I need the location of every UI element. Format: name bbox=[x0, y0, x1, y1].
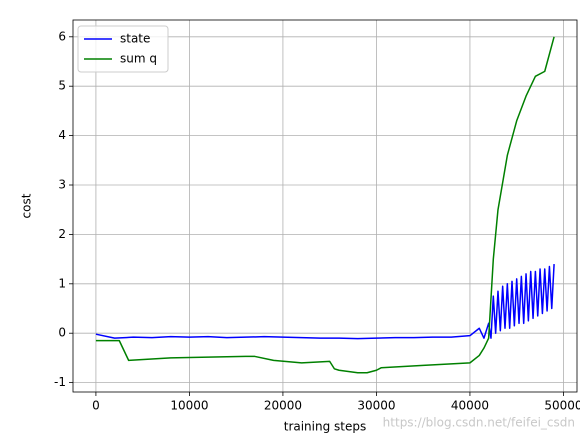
y-axis-label: cost bbox=[20, 193, 34, 218]
y-tick-label: 3 bbox=[58, 178, 66, 192]
watermark: https://blog.csdn.net/feifei_csdn bbox=[383, 416, 575, 430]
y-tick-label: 5 bbox=[58, 79, 66, 93]
x-tick-label: 50000 bbox=[544, 399, 580, 413]
legend-label: sum q bbox=[120, 52, 157, 66]
y-tick-label: 1 bbox=[58, 276, 66, 290]
y-tick-label: 6 bbox=[58, 29, 66, 43]
line-series bbox=[95, 36, 555, 374]
x-tick-label: 20000 bbox=[264, 399, 302, 413]
y-tick-label: 2 bbox=[58, 227, 66, 241]
x-tick-label: 40000 bbox=[451, 399, 489, 413]
y-tick-label: 0 bbox=[58, 326, 66, 340]
y-tick-label: 4 bbox=[58, 128, 66, 142]
x-axis-label: training steps bbox=[284, 420, 367, 434]
x-tick-label: 10000 bbox=[170, 399, 208, 413]
legend-box bbox=[77, 25, 169, 73]
y-tick-label: -1 bbox=[54, 375, 66, 389]
x-tick-label: 30000 bbox=[357, 399, 395, 413]
plot-frame bbox=[72, 19, 578, 393]
line-series bbox=[95, 264, 555, 340]
x-tick-label: 0 bbox=[92, 399, 100, 413]
legend-label: state bbox=[120, 32, 150, 46]
